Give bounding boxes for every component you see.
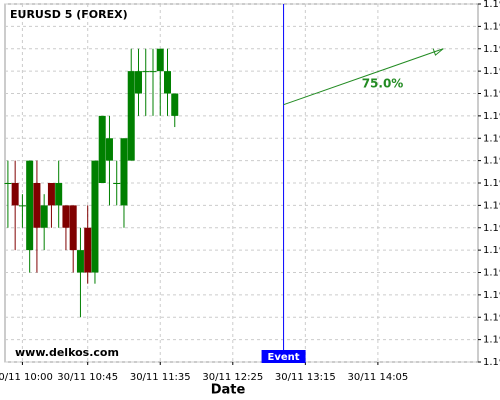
candle-body [18, 205, 26, 207]
y-tick-label: 1.1984 [483, 178, 500, 189]
candle-body [120, 138, 128, 206]
candle-body [55, 183, 63, 206]
x-tick-label: 30/11 14:05 [347, 372, 408, 383]
chart-title: EURUSD 5 (FOREX) [10, 8, 128, 21]
y-tick-label: 1.1978 [483, 312, 500, 323]
candle-body [156, 48, 164, 72]
arrow-head [432, 48, 444, 56]
y-tick-label: 1.1988 [483, 89, 500, 100]
event-label: Event [268, 352, 300, 363]
y-tick-label: 1.1986 [483, 133, 500, 144]
candle-body [164, 71, 172, 94]
candle-body [40, 205, 48, 228]
y-tick-label: 1.1980 [483, 268, 500, 279]
candle-body [149, 71, 157, 73]
marks [4, 48, 179, 318]
candle-body [113, 183, 121, 184]
candle-body [84, 227, 92, 273]
y-tick-label: 1.1977 [483, 335, 500, 346]
y-tick-label: 1.1982 [483, 223, 500, 234]
candle-body [62, 205, 70, 228]
projection-arrow [283, 48, 444, 106]
candle-body [47, 183, 55, 206]
y-tick-label: 1.1983 [483, 200, 500, 211]
candle-body [127, 71, 135, 161]
candle-body [171, 93, 179, 116]
x-tick-label: 30/11 11:35 [130, 372, 191, 383]
candle-body [98, 115, 106, 183]
candle-body [142, 71, 150, 73]
candle-body [69, 205, 77, 251]
y-tick-label: 1.1981 [483, 245, 500, 256]
watermark: www.delkos.com [15, 346, 119, 359]
candle-body [4, 183, 12, 184]
candle-body [105, 138, 113, 161]
candle-body [11, 183, 19, 206]
candle-body [134, 71, 142, 94]
y-tick-label: 1.1992 [483, 0, 500, 10]
y-tick-label: 1.1989 [483, 66, 500, 77]
y-tick-label: 1.1987 [483, 111, 500, 122]
x-tick-label: 30/11 10:45 [57, 372, 118, 383]
y-tick-label: 1.1985 [483, 156, 500, 167]
event-box [261, 350, 306, 363]
x-tick-label: 30/11 13:15 [275, 372, 336, 383]
candle-body [91, 160, 99, 273]
candle-body [26, 160, 34, 251]
projection-label: 75.0% [362, 77, 404, 91]
y-tick-label: 1.1976 [483, 357, 500, 368]
candle-body [33, 183, 41, 228]
y-tick-label: 1.1990 [483, 44, 500, 55]
x-tick-label: 30/11 10:00 [0, 372, 53, 383]
x-axis-label: Date [211, 383, 246, 398]
candle-body [76, 250, 84, 273]
y-tick-label: 1.1979 [483, 290, 500, 301]
x-tick-label: 30/11 12:25 [202, 372, 263, 383]
y-tick-label: 1.1991 [483, 21, 500, 32]
grid [5, 3, 478, 363]
